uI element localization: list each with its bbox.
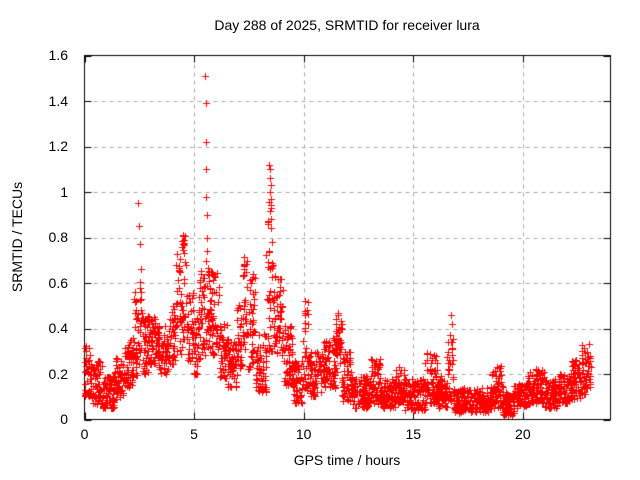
y-tick-label: 1.4 <box>48 92 68 109</box>
x-tick-label: 10 <box>295 426 312 442</box>
y-tick-label: 0.8 <box>48 229 68 245</box>
y-tick-label: 0 <box>60 411 68 427</box>
y-tick-label: 1.6 <box>48 47 68 63</box>
y-tick-label: 1 <box>60 183 68 200</box>
x-tick-label: 0 <box>80 426 89 442</box>
y-tick-label: 0.6 <box>48 274 68 291</box>
y-tick-label: 1.2 <box>48 138 68 154</box>
chart-title: Day 288 of 2025, SRMTID for receiver lur… <box>214 17 480 33</box>
x-tick-label: 20 <box>515 426 531 442</box>
x-axis-label: GPS time / hours <box>293 452 401 468</box>
y-tick-label: 0.4 <box>48 320 68 336</box>
x-tick-label: 15 <box>405 426 422 442</box>
x-tick-label: 5 <box>190 426 198 442</box>
y-tick-label: 0.2 <box>48 365 68 382</box>
